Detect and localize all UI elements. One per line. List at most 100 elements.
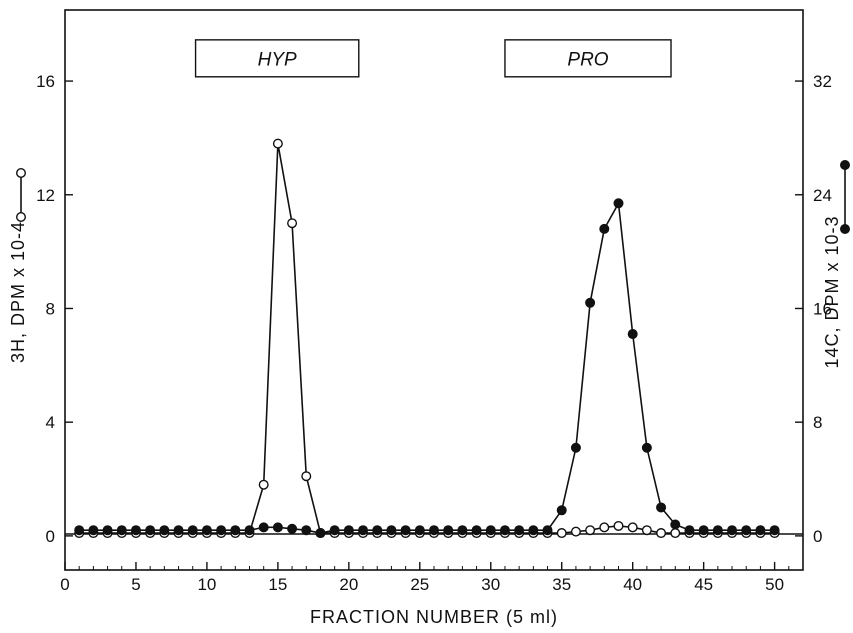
filled-circle-data-point — [372, 525, 383, 536]
x-tick-label: 30 — [481, 575, 500, 594]
y-right-tick-label: 32 — [813, 72, 832, 91]
x-tick-label: 0 — [60, 575, 69, 594]
filled-circle-data-point — [230, 525, 241, 536]
filled-circle-data-point — [400, 525, 411, 536]
x-tick-label: 40 — [623, 575, 642, 594]
filled-circle-data-point — [627, 329, 638, 340]
filled-circle-data-point — [670, 519, 681, 530]
open-circle-data-point — [258, 479, 269, 490]
filled-circle-data-point — [429, 525, 440, 536]
x-tick-label: 35 — [552, 575, 571, 594]
filled-circle-data-point — [712, 525, 723, 536]
filled-circle-data-point — [216, 525, 227, 536]
filled-circle-data-point — [741, 525, 752, 536]
filled-circle-data-point — [329, 525, 340, 536]
filled-circle-data-point — [528, 525, 539, 536]
y-right-tick-label: 24 — [813, 186, 832, 205]
filled-circle-data-point — [88, 525, 99, 536]
filled-circle-data-point — [542, 525, 553, 536]
filled-circle-data-point — [343, 525, 354, 536]
filled-circle-data-point — [116, 525, 127, 536]
filled-circle-data-point — [641, 442, 652, 453]
fraction-pool-label: HYP — [258, 49, 297, 70]
x-tick-label: 50 — [765, 575, 784, 594]
filled-circle-data-point — [358, 525, 369, 536]
filled-circle-data-point — [684, 525, 695, 536]
filled-circle-data-point — [201, 525, 212, 536]
filled-circle-data-point — [769, 525, 780, 536]
filled-circle-data-point — [102, 525, 113, 536]
open-circle-data-point — [556, 528, 567, 539]
series-layer — [16, 138, 851, 539]
filled-circle-data-point — [414, 525, 425, 536]
open-circle-data-point — [641, 525, 652, 536]
fraction-pool-label: PRO — [567, 49, 608, 70]
filled-circle-data-point — [499, 525, 510, 536]
open-circle-data-point — [670, 528, 681, 539]
filled-circle-data-point — [187, 525, 198, 536]
filled-circle-data-point — [570, 442, 581, 453]
filled-circle-data-point — [613, 198, 624, 209]
open-circle-data-point — [301, 471, 312, 482]
filled-circle-data-point — [457, 525, 468, 536]
filled-circle-data-point — [315, 528, 326, 539]
filled-circle-data-point — [656, 502, 667, 513]
y-right-tick-label: 8 — [813, 413, 822, 432]
x-tick-label: 15 — [268, 575, 287, 594]
filled-circle-data-point — [755, 525, 766, 536]
x-axis-title: FRACTION NUMBER (5 ml) — [310, 607, 558, 627]
filled-circle-data-point — [173, 525, 184, 536]
open-circle-data-point — [599, 522, 610, 533]
filled-circle-data-point — [556, 505, 567, 516]
open-circle-data-point — [627, 522, 638, 533]
open-circle-data-point — [570, 526, 581, 537]
filled-circle-data-point — [258, 522, 269, 533]
x-tick-label: 25 — [410, 575, 429, 594]
filled-circle-data-point — [74, 525, 85, 536]
open-circle-series-line — [79, 143, 775, 534]
open-circle-data-point — [656, 528, 667, 539]
y-right-tick-label: 16 — [813, 299, 832, 318]
x-tick-label: 5 — [131, 575, 140, 594]
x-tick-label: 20 — [339, 575, 358, 594]
y-left-tick-label: 8 — [46, 299, 55, 318]
fraction-pool-box — [194, 39, 360, 78]
plot-frame — [64, 9, 804, 571]
filled-circle-data-point — [471, 525, 482, 536]
annotations-layer: HYP PRO — [194, 39, 672, 78]
filled-circle-data-point — [244, 525, 255, 536]
legend-open-circle-marker — [16, 211, 27, 222]
open-circle-data-point — [613, 520, 624, 531]
filled-circle-data-point — [599, 223, 610, 234]
y-left-tick-label: 4 — [46, 413, 55, 432]
open-circle-data-point — [287, 218, 298, 229]
legend-filled-circle-marker — [840, 223, 851, 234]
filled-circle-data-point — [585, 297, 596, 308]
legend-open-circle-marker — [16, 167, 27, 178]
filled-circle-data-point — [287, 523, 298, 534]
x-tick-label: 45 — [694, 575, 713, 594]
filled-circle-data-point — [727, 525, 738, 536]
filled-circle-data-point — [301, 525, 312, 536]
x-tick-label: 10 — [197, 575, 216, 594]
filled-circle-data-point — [145, 525, 156, 536]
y-left-tick-label: 12 — [36, 186, 55, 205]
filled-circle-data-point — [386, 525, 397, 536]
filled-circle-data-point — [698, 525, 709, 536]
y-axis-title-left: 3H, DPM x 10-4 — [8, 221, 28, 363]
y-right-tick-label: 0 — [813, 527, 822, 546]
y-left-tick-label: 0 — [46, 527, 55, 546]
filled-circle-data-point — [272, 522, 283, 533]
filled-circle-series-line — [79, 200, 775, 534]
open-circle-data-point — [585, 525, 596, 536]
y-axis-title-right: 14C, DPM x 10-3 — [822, 215, 842, 368]
open-circle-data-point — [272, 138, 283, 149]
filled-circle-data-point — [485, 525, 496, 536]
filled-circle-data-point — [443, 525, 454, 536]
y-left-tick-label: 16 — [36, 72, 55, 91]
filled-circle-data-point — [514, 525, 525, 536]
ticks-layer: 0 5 10 15 20 25 30 35 40 45 50 0 4 8 12 16 0 8 16 24 32 — [36, 72, 832, 594]
filled-circle-data-point — [130, 525, 141, 536]
filled-circle-data-point — [159, 525, 170, 536]
